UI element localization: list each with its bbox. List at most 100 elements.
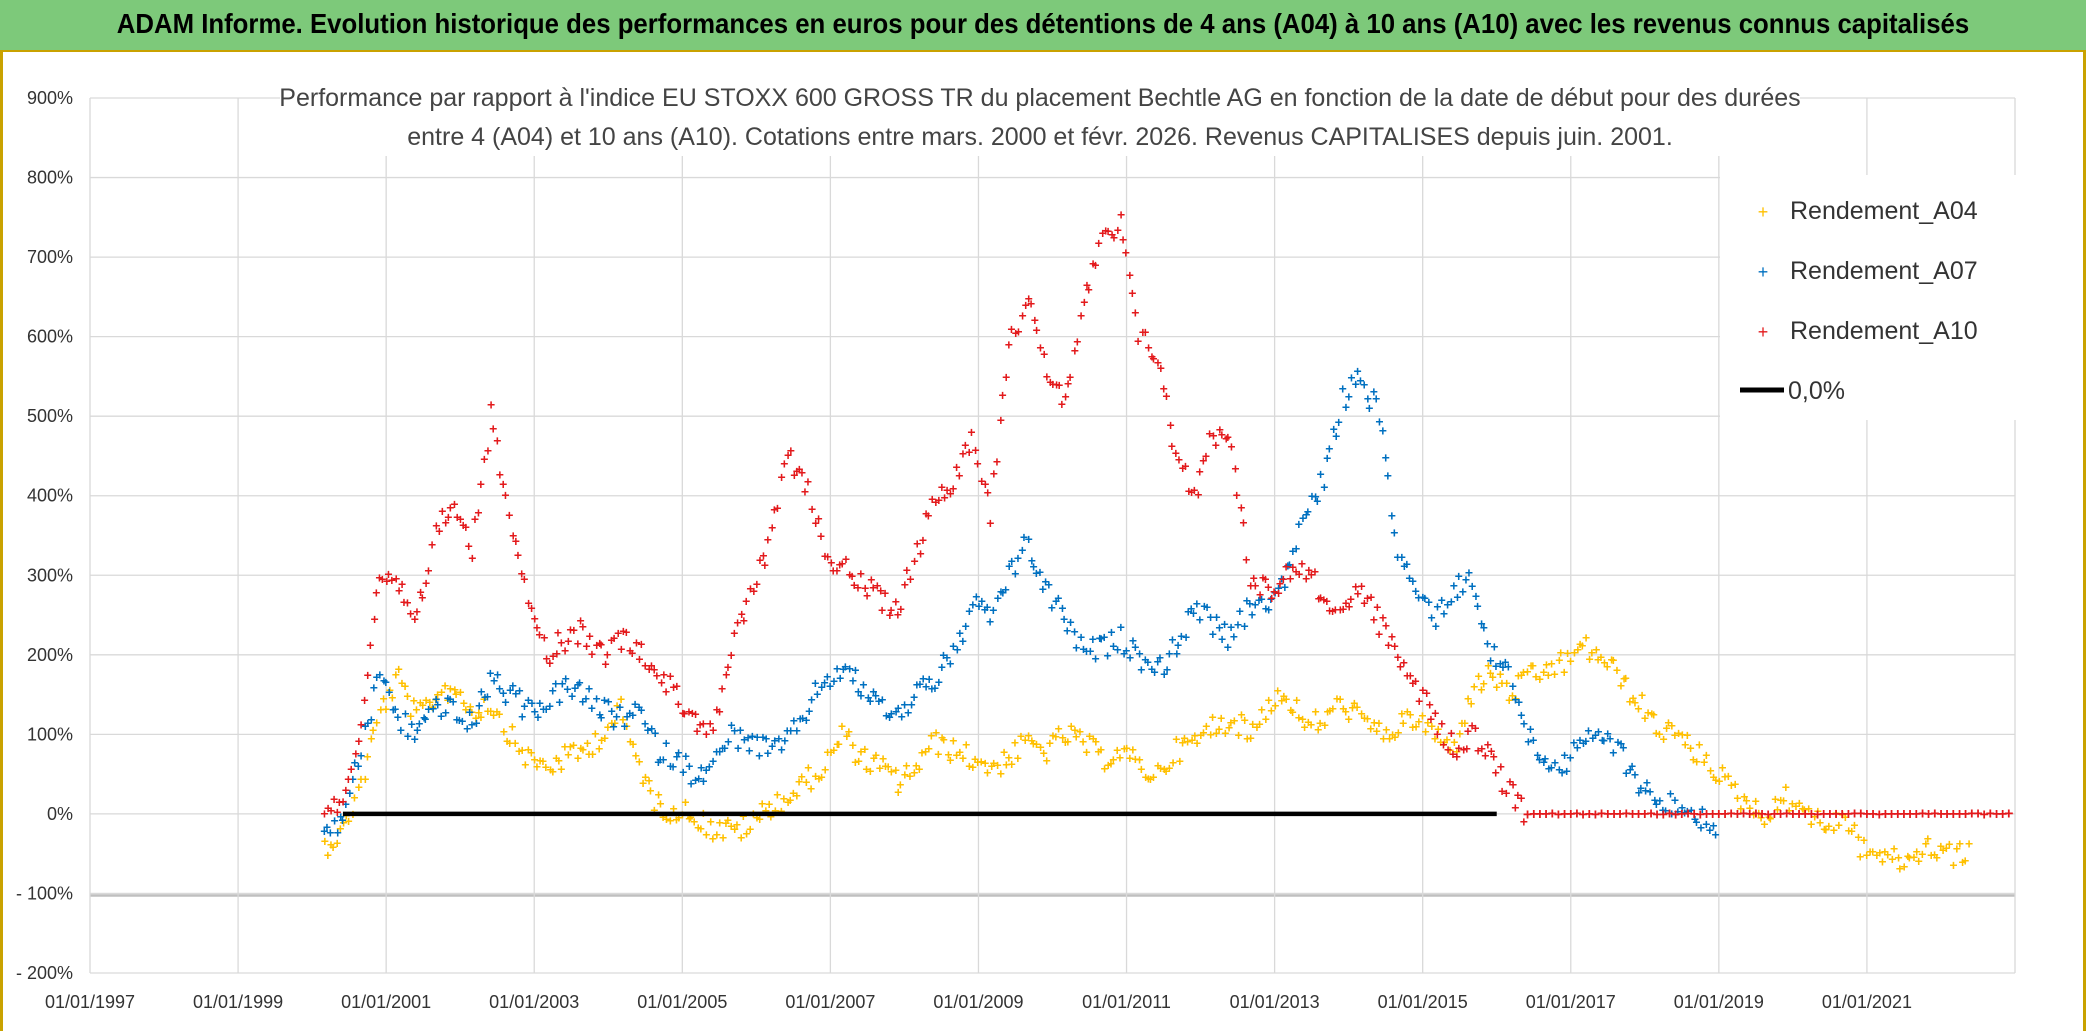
data-point: +	[1317, 466, 1325, 482]
data-point: +	[1517, 790, 1525, 806]
data-point: +	[846, 567, 854, 583]
data-point: +	[1799, 801, 1807, 817]
data-point: +	[1453, 589, 1461, 605]
data-point: +	[1782, 806, 1791, 823]
data-point: +	[724, 812, 732, 828]
data-point: +	[1326, 603, 1334, 619]
data-point: +	[949, 480, 957, 496]
data-point: +	[487, 703, 495, 719]
data-point: +	[508, 719, 516, 735]
data-point: +	[727, 717, 735, 733]
data-point: +	[1099, 225, 1107, 241]
data-point: +	[1463, 740, 1471, 756]
data-point: +	[877, 582, 885, 598]
data-point: +	[484, 443, 492, 459]
data-point: +	[1659, 802, 1667, 818]
data-point: +	[1800, 802, 1808, 818]
data-point: +	[1437, 734, 1445, 750]
data-point: +	[531, 610, 539, 626]
data-point: +	[898, 709, 906, 725]
data-point: +	[718, 681, 726, 697]
x-tick-label: 01/01/2007	[785, 992, 875, 1012]
data-point: +	[1474, 598, 1482, 614]
data-point: +	[756, 811, 764, 827]
data-point: +	[1000, 744, 1008, 760]
data-point: +	[480, 691, 488, 707]
data-point: +	[626, 733, 634, 749]
data-point: +	[1025, 531, 1033, 547]
data-point: +	[1117, 619, 1125, 635]
data-point: +	[621, 718, 629, 734]
data-point: +	[1529, 732, 1537, 748]
data-point: +	[1493, 679, 1501, 695]
data-point: +	[1863, 847, 1871, 863]
data-point: +	[367, 730, 375, 746]
data-point: +	[789, 785, 797, 801]
y-tick-label: - 200%	[16, 963, 73, 983]
data-point: +	[591, 726, 599, 742]
data-point: +	[563, 681, 571, 697]
data-point: +	[352, 745, 360, 761]
data-point: +	[1126, 267, 1134, 283]
y-axis-ticks: 900% 800% 700% 600% 500% 400% 300% 200% 100% 0% - …	[16, 88, 73, 983]
data-point: +	[1475, 668, 1483, 684]
data-point: +	[918, 745, 926, 761]
data-point: +	[323, 819, 331, 835]
data-point: +	[938, 479, 946, 495]
data-point: +	[669, 758, 677, 774]
data-point: +	[1604, 726, 1612, 742]
data-point: +	[1086, 728, 1094, 744]
data-point: +	[795, 774, 803, 790]
data-point: +	[1548, 655, 1556, 671]
data-point: +	[1168, 631, 1176, 647]
data-point: +	[401, 678, 409, 694]
data-point: +	[1243, 731, 1251, 747]
data-point: +	[1844, 806, 1853, 823]
data-point: +	[533, 759, 541, 775]
data-point: +	[1255, 592, 1263, 608]
data-point: +	[1059, 729, 1067, 745]
data-point: +	[1869, 844, 1877, 860]
data-point: +	[1517, 707, 1525, 723]
data-point: +	[1519, 664, 1527, 680]
data-point: +	[709, 722, 717, 738]
data-point: +	[1446, 742, 1454, 758]
data-point: +	[1233, 487, 1241, 503]
data-point: +	[1055, 377, 1063, 393]
data-point: +	[525, 595, 533, 611]
data-point: +	[1251, 596, 1259, 612]
data-point: +	[1444, 742, 1452, 758]
data-point: +	[536, 695, 544, 711]
data-point: +	[392, 667, 400, 683]
data-point: +	[613, 709, 621, 725]
data-point: +	[1905, 806, 1914, 823]
data-point: +	[335, 794, 343, 810]
data-point: +	[731, 723, 739, 739]
data-point: +	[1109, 752, 1117, 768]
data-point: +	[1221, 725, 1229, 741]
data-point: +	[1104, 647, 1112, 663]
data-point: +	[1267, 591, 1275, 607]
data-point: +	[777, 803, 785, 819]
data-point: +	[1162, 388, 1170, 404]
data-point: +	[1965, 836, 1973, 852]
data-point: +	[607, 632, 615, 648]
data-point: +	[694, 819, 702, 835]
data-point: +	[1570, 645, 1578, 661]
data-point: +	[1119, 231, 1127, 247]
data-point: +	[1631, 694, 1639, 710]
data-point: +	[1484, 657, 1492, 673]
data-point: +	[1120, 740, 1128, 756]
data-point: +	[1271, 698, 1279, 714]
data-point: +	[1650, 706, 1658, 722]
data-point: +	[380, 673, 388, 689]
data-point: +	[817, 528, 825, 544]
data-point: +	[802, 774, 810, 790]
data-point: +	[442, 514, 450, 530]
data-point: +	[1032, 736, 1040, 752]
data-point: +	[324, 847, 332, 863]
data-point: +	[1733, 806, 1742, 823]
data-point: +	[989, 602, 997, 618]
data-point: +	[1126, 750, 1134, 766]
data-point: +	[1520, 715, 1528, 731]
